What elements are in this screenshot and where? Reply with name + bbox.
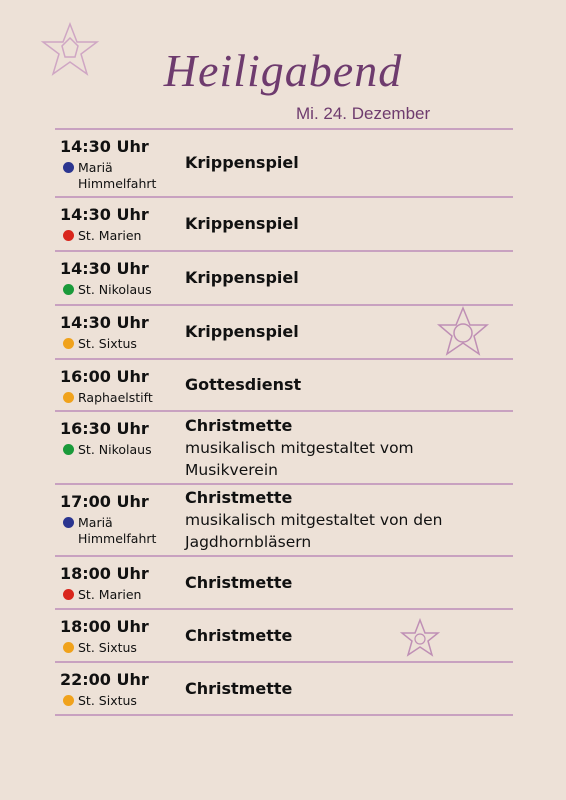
church-dot bbox=[63, 642, 74, 653]
time: 14:30 Uhr bbox=[60, 313, 149, 332]
event-title: Krippenspiel bbox=[185, 214, 299, 233]
time: 22:00 Uhr bbox=[60, 670, 149, 689]
event-title: Gottesdienst bbox=[185, 375, 302, 394]
time-place: 14:30 Uhr St. Marien bbox=[55, 198, 185, 250]
event-description: musikalisch mitgestaltet vom bbox=[185, 438, 414, 457]
time: 16:00 Uhr bbox=[60, 367, 149, 386]
event-description: Musikverein bbox=[185, 460, 278, 479]
event-block: Krippenspiel bbox=[185, 198, 513, 250]
schedule-row: 14:30 Uhr St. Marien Krippenspiel bbox=[55, 198, 513, 252]
time: 17:00 Uhr bbox=[60, 492, 149, 511]
church: St. Sixtus bbox=[60, 336, 188, 352]
church: St. Sixtus bbox=[60, 640, 188, 656]
event-block: Christmette bbox=[185, 663, 513, 714]
time-place: 14:30 Uhr Mariä Himmelfahrt bbox=[55, 130, 185, 196]
schedule-row: 17:00 Uhr Mariä Himmelfahrt Christmette mus… bbox=[55, 485, 513, 557]
event-title: Krippenspiel bbox=[185, 322, 299, 341]
church-dot bbox=[63, 695, 74, 706]
time: 14:30 Uhr bbox=[60, 259, 149, 278]
title: Heiligabend bbox=[163, 45, 403, 96]
church-dot bbox=[63, 589, 74, 600]
schedule-row: 14:30 Uhr St. Sixtus Krippenspiel bbox=[55, 306, 513, 360]
schedule-row: 14:30 Uhr Mariä Himmelfahrt Krippenspiel bbox=[55, 130, 513, 198]
church-dot bbox=[63, 392, 74, 403]
church: St. Marien bbox=[60, 228, 188, 244]
church: Mariä Himmelfahrt bbox=[60, 160, 188, 192]
schedule-row: 16:30 Uhr St. Nikolaus Christmette musikali… bbox=[55, 412, 513, 485]
time: 14:30 Uhr bbox=[60, 137, 149, 156]
schedule-row: 16:00 Uhr Raphaelstift Gottesdienst bbox=[55, 360, 513, 412]
event-block: Krippenspiel bbox=[185, 252, 513, 304]
time: 18:00 Uhr bbox=[60, 617, 149, 636]
event-block: Gottesdienst bbox=[185, 360, 513, 410]
time-place: 16:00 Uhr Raphaelstift bbox=[55, 360, 185, 410]
time-place: 14:30 Uhr St. Nikolaus bbox=[55, 252, 185, 304]
time: 16:30 Uhr bbox=[60, 419, 149, 438]
schedule-row: 18:00 Uhr St. Marien Christmette bbox=[55, 557, 513, 610]
schedule: 14:30 Uhr Mariä Himmelfahrt Krippenspiel 14… bbox=[55, 128, 513, 716]
church: St. Nikolaus bbox=[60, 282, 188, 298]
event-title: Christmette bbox=[185, 488, 293, 507]
time-place: 14:30 Uhr St. Sixtus bbox=[55, 306, 185, 358]
time-place: 22:00 Uhr St. Sixtus bbox=[55, 663, 185, 714]
church: St. Marien bbox=[60, 587, 188, 603]
church-dot bbox=[63, 517, 74, 528]
event-title: Krippenspiel bbox=[185, 153, 299, 172]
time-place: 16:30 Uhr St. Nikolaus bbox=[55, 412, 185, 483]
star-ornament bbox=[436, 306, 490, 356]
event-title: Christmette bbox=[185, 572, 293, 592]
star-ornament bbox=[400, 618, 440, 657]
event-title: Krippenspiel bbox=[185, 268, 299, 287]
event-title: Christmette bbox=[185, 678, 293, 698]
time: 18:00 Uhr bbox=[60, 564, 149, 583]
event-title: Christmette bbox=[185, 625, 293, 645]
event-description: Jagdhornbläsern bbox=[185, 533, 312, 551]
star-ornament bbox=[40, 22, 100, 76]
schedule-row: 14:30 Uhr St. Nikolaus Krippenspiel bbox=[55, 252, 513, 306]
event-block: Christmette musikalisch mitgestaltet von … bbox=[185, 485, 513, 555]
event-description: musikalisch mitgestaltet von den bbox=[185, 511, 443, 529]
time-place: 17:00 Uhr Mariä Himmelfahrt bbox=[55, 485, 185, 555]
schedule-row: 22:00 Uhr St. Sixtus Christmette bbox=[55, 663, 513, 716]
church: St. Nikolaus bbox=[60, 442, 188, 458]
event-block: Christmette bbox=[185, 557, 513, 608]
church-dot bbox=[63, 444, 74, 455]
church: Mariä Himmelfahrt bbox=[60, 515, 188, 547]
time-place: 18:00 Uhr St. Marien bbox=[55, 557, 185, 608]
church: St. Sixtus bbox=[60, 693, 188, 709]
time-place: 18:00 Uhr St. Sixtus bbox=[55, 610, 185, 661]
event-block: Krippenspiel bbox=[185, 306, 513, 358]
church-dot bbox=[63, 230, 74, 241]
church-dot bbox=[63, 338, 74, 349]
church: Raphaelstift bbox=[60, 390, 188, 406]
event-block: Krippenspiel bbox=[185, 130, 513, 196]
event-title: Christmette bbox=[185, 415, 293, 435]
subtitle: Mi. 24. Dezember bbox=[296, 104, 431, 123]
schedule-row: 18:00 Uhr St. Sixtus Christmette bbox=[55, 610, 513, 663]
church-dot bbox=[63, 284, 74, 295]
event-block: Christmette bbox=[185, 610, 513, 661]
time: 14:30 Uhr bbox=[60, 205, 149, 224]
event-block: Christmette musikalisch mitgestaltet vom M… bbox=[185, 412, 513, 483]
church-dot bbox=[63, 162, 74, 173]
